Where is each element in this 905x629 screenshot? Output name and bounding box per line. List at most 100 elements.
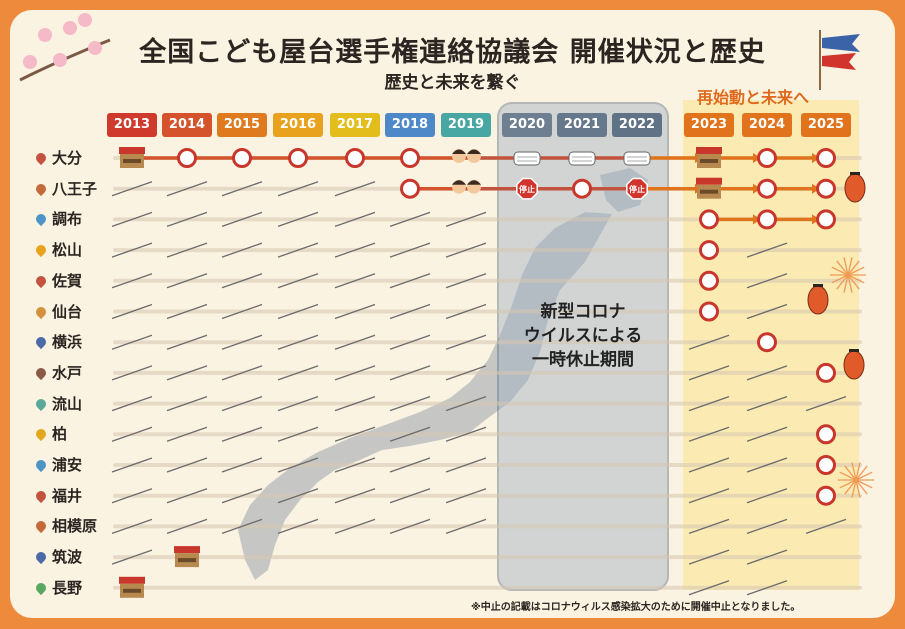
year-header-2025: 2025 xyxy=(801,113,851,137)
not-held-slash xyxy=(389,488,431,504)
firework-icon xyxy=(838,462,874,498)
city-name: 八王子 xyxy=(52,179,98,198)
not-held-slash xyxy=(166,303,208,320)
not-held-slash xyxy=(166,365,208,381)
stall-counter xyxy=(123,588,141,593)
child-hair-2 xyxy=(467,149,481,154)
not-held-slash xyxy=(389,211,431,228)
not-held-slash xyxy=(166,273,208,289)
firework-icon xyxy=(830,257,866,293)
city-label-0: 大分 xyxy=(33,147,116,168)
held-circle-icon xyxy=(757,148,777,168)
not-held-slash xyxy=(445,426,487,442)
firework-ray xyxy=(843,257,849,276)
food-stall-icon xyxy=(119,576,145,598)
lantern-icon xyxy=(843,349,865,380)
not-held-slash xyxy=(746,457,788,473)
food-stall-icon xyxy=(696,177,722,199)
stall-roof xyxy=(696,147,722,154)
lantern-icon xyxy=(807,284,829,315)
stop-octagon xyxy=(516,177,538,200)
blossom xyxy=(38,28,52,42)
not-held-slash xyxy=(688,395,730,412)
firework-ray xyxy=(831,266,849,276)
not-held-slash xyxy=(277,242,319,258)
not-held-slash xyxy=(221,395,263,412)
not-held-slash xyxy=(166,457,208,473)
not-held-slash xyxy=(746,518,788,535)
child-hair-1 xyxy=(452,149,466,154)
stall-roof xyxy=(119,147,145,154)
location-pin-icon xyxy=(33,212,49,227)
city-label-14: 長野 xyxy=(33,577,116,598)
stall-counter xyxy=(178,558,196,563)
not-held-slash xyxy=(277,457,319,473)
location-pin-icon xyxy=(33,150,49,166)
not-held-slash xyxy=(688,580,730,596)
not-held-slash xyxy=(334,181,376,197)
firework-ray xyxy=(847,257,853,276)
blossom xyxy=(78,13,92,27)
held-circle-icon xyxy=(699,240,719,261)
not-held-slash xyxy=(389,395,431,412)
blossom xyxy=(63,21,77,35)
not-held-slash xyxy=(389,303,431,320)
not-held-slash xyxy=(221,488,263,504)
lantern-cap xyxy=(813,284,823,287)
not-held-slash xyxy=(221,242,263,258)
year-header-2021: 2021 xyxy=(557,113,607,137)
not-held-slash xyxy=(445,211,487,228)
not-held-slash xyxy=(166,181,208,197)
held-circle-icon xyxy=(288,148,308,168)
lantern-cap xyxy=(849,349,859,352)
city-label-13: 筑波 xyxy=(33,546,116,567)
city-name: 柏 xyxy=(52,425,68,444)
year-header-2015: 2015 xyxy=(217,113,267,137)
held-circle-icon xyxy=(816,148,836,168)
year-header-2022: 2022 xyxy=(612,113,662,137)
stop-octagon xyxy=(626,177,648,200)
not-held-slash xyxy=(111,549,153,565)
city-name: 佐賀 xyxy=(52,271,83,290)
year-header-2024: 2024 xyxy=(742,113,792,137)
held-circle-icon xyxy=(816,455,836,475)
not-held-slash xyxy=(111,365,153,381)
not-held-slash xyxy=(277,211,319,228)
not-held-slash xyxy=(746,365,788,381)
not-held-slash xyxy=(166,211,208,228)
held-circle-icon xyxy=(400,148,420,168)
not-held-slash xyxy=(277,395,319,412)
firework-ray xyxy=(855,479,873,489)
not-held-slash xyxy=(746,242,788,258)
not-held-slash xyxy=(688,365,730,381)
city-name: 筑波 xyxy=(52,548,83,567)
location-pin-icon xyxy=(33,550,49,565)
child-hair-2 xyxy=(467,180,481,185)
firework-ray xyxy=(847,260,860,276)
not-held-slash xyxy=(746,303,788,320)
city-name: 調布 xyxy=(52,210,83,229)
not-held-slash xyxy=(688,457,730,473)
covid-label-line3: 一時休止期間 xyxy=(532,350,634,370)
firework-ray xyxy=(855,479,868,495)
not-held-slash xyxy=(111,211,153,228)
not-held-slash xyxy=(166,334,208,350)
not-held-slash xyxy=(746,273,788,289)
firework-ray xyxy=(831,274,849,284)
city-label-12: 相模原 xyxy=(33,515,116,536)
location-pin-icon xyxy=(33,427,49,442)
not-held-slash xyxy=(389,365,431,381)
not-held-slash xyxy=(166,426,208,442)
not-held-slash xyxy=(805,395,847,412)
not-held-slash xyxy=(445,242,487,258)
not-held-slash xyxy=(746,488,788,504)
carp-blue xyxy=(822,34,860,52)
stall-roof xyxy=(696,177,722,185)
not-held-slash xyxy=(111,181,153,197)
not-held-slash xyxy=(746,580,788,596)
not-held-slash xyxy=(389,334,431,350)
location-pin-icon xyxy=(33,519,49,534)
city-name: 福井 xyxy=(52,486,83,505)
held-circle-icon xyxy=(400,178,420,199)
